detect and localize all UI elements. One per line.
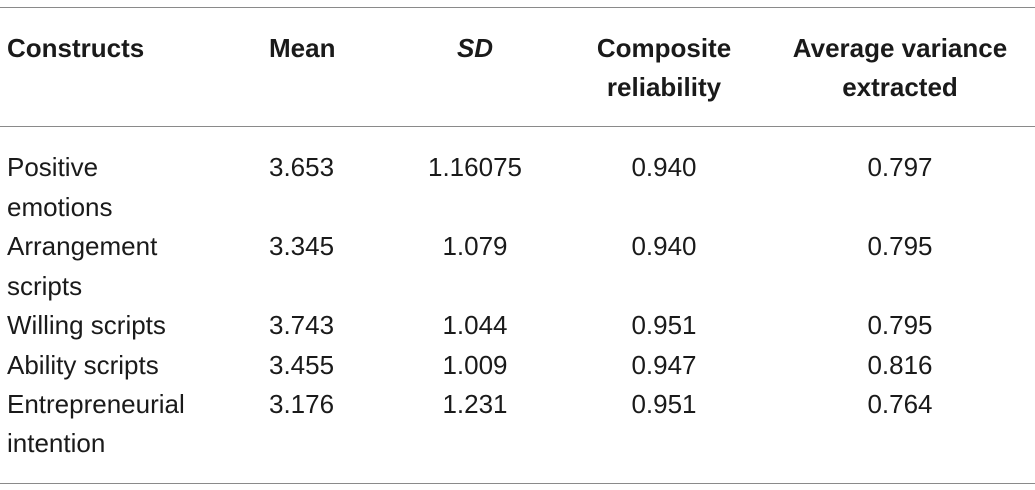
row-4-ave: 0.816 xyxy=(867,350,933,380)
table-bottom-rule xyxy=(0,483,1035,484)
row-1-mean: 3.653 xyxy=(269,152,335,182)
header-ave-line2: extracted xyxy=(842,72,958,102)
row-3-composite-reliability: 0.951 xyxy=(631,310,697,340)
header-composite-line1: Composite xyxy=(596,33,732,63)
row-2-construct-line2: scripts xyxy=(7,271,83,301)
header-constructs: Constructs xyxy=(7,33,145,63)
row-5-composite-reliability: 0.951 xyxy=(631,389,697,419)
row-2-mean: 3.345 xyxy=(269,231,335,261)
row-1-ave: 0.797 xyxy=(867,152,933,182)
row-2-construct-line1: Arrangement xyxy=(7,231,158,261)
row-5-sd: 1.231 xyxy=(442,389,508,419)
row-1-construct-line2: emotions xyxy=(7,192,113,222)
row-5-construct-line2: intention xyxy=(7,428,106,458)
row-2-sd: 1.079 xyxy=(442,231,508,261)
row-2-composite-reliability: 0.940 xyxy=(631,231,697,261)
header-mean: Mean xyxy=(269,33,336,63)
row-3-construct: Willing scripts xyxy=(7,310,166,340)
header-ave-line1: Average variance xyxy=(792,33,1008,63)
row-4-construct: Ability scripts xyxy=(7,350,159,380)
header-sd: SD xyxy=(456,33,494,63)
table-top-rule xyxy=(0,7,1035,8)
row-4-composite-reliability: 0.947 xyxy=(631,350,697,380)
row-1-construct-line1: Positive xyxy=(7,152,99,182)
row-3-mean: 3.743 xyxy=(269,310,335,340)
row-2-ave: 0.795 xyxy=(867,231,933,261)
row-3-ave: 0.795 xyxy=(867,310,933,340)
row-3-sd: 1.044 xyxy=(442,310,508,340)
header-rule xyxy=(0,126,1035,127)
header-composite-line2: reliability xyxy=(606,72,722,102)
row-5-construct-line1: Entrepreneurial xyxy=(7,389,185,419)
row-1-composite-reliability: 0.940 xyxy=(631,152,697,182)
row-4-sd: 1.009 xyxy=(442,350,508,380)
row-5-ave: 0.764 xyxy=(867,389,933,419)
row-1-sd: 1.16075 xyxy=(428,152,522,182)
row-5-mean: 3.176 xyxy=(269,389,335,419)
row-4-mean: 3.455 xyxy=(269,350,335,380)
